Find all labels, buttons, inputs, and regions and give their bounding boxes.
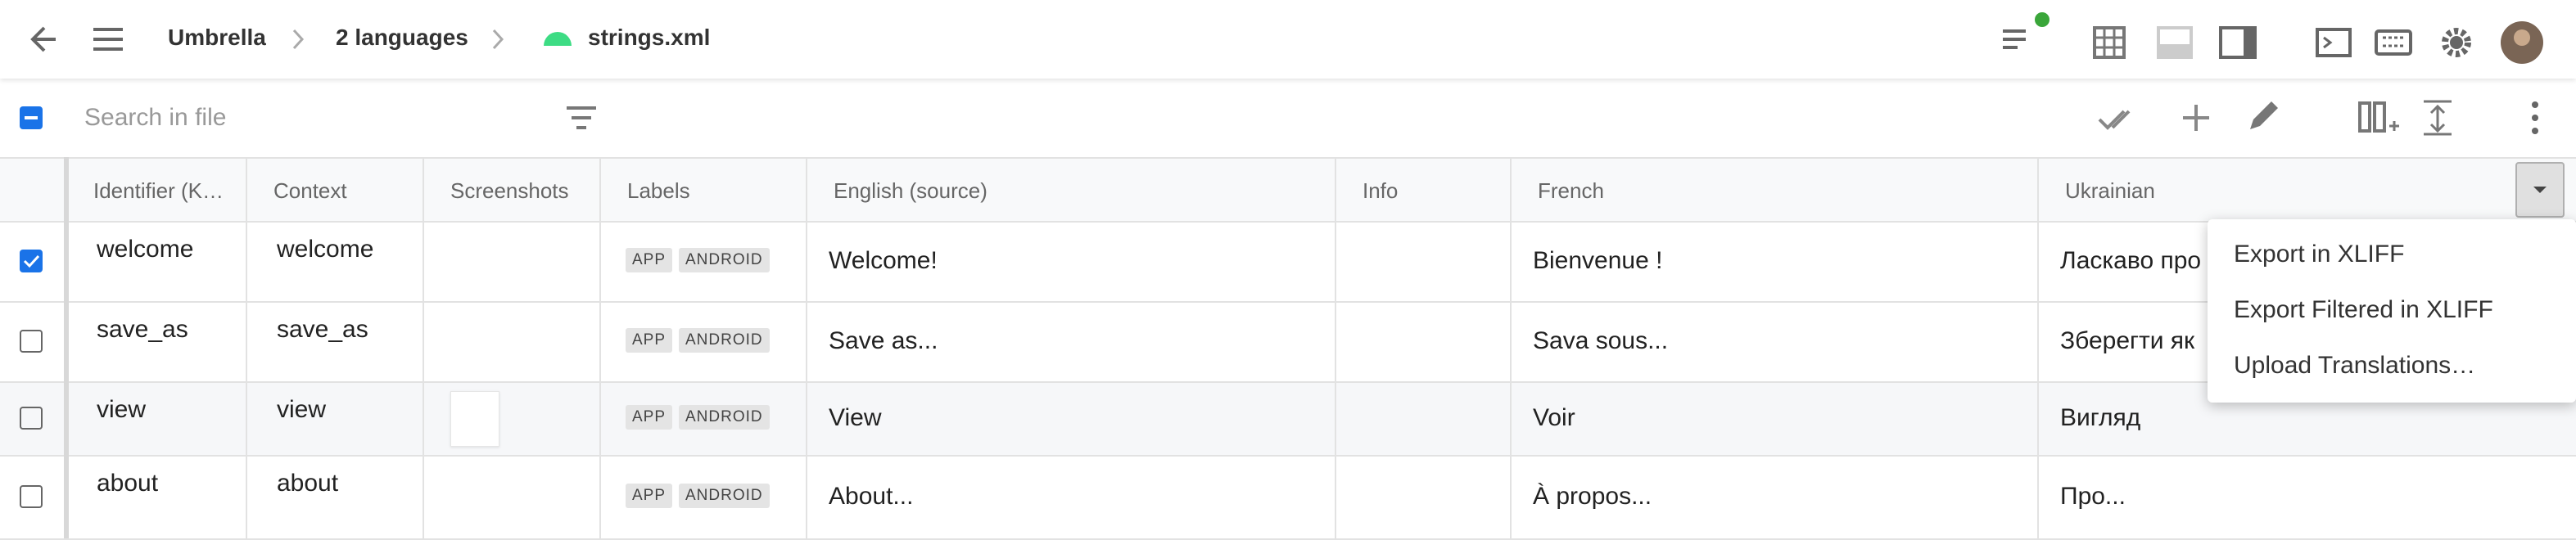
- cell-context[interactable]: about: [277, 470, 339, 497]
- label-chip: APP: [626, 248, 673, 272]
- cell-french[interactable]: Sava sous...: [1533, 327, 1669, 354]
- hline: [0, 157, 2576, 159]
- column-header: Screenshots: [450, 178, 569, 203]
- app-bar-actions[interactable]: [1998, 11, 2571, 69]
- header-row: [0, 157, 2576, 221]
- row-checkbox[interactable]: [20, 250, 43, 272]
- menu-item[interactable]: Export Filtered in XLIFF: [2234, 296, 2493, 323]
- screenshot-thumbnail[interactable]: [450, 391, 499, 447]
- search-input[interactable]: Search in file: [84, 104, 227, 131]
- separator: [492, 29, 504, 50]
- column-header: Ukrainian: [2065, 178, 2155, 203]
- column-divider: [1335, 157, 1336, 538]
- column-header: Info: [1363, 178, 1399, 203]
- row-divider: [0, 455, 2576, 457]
- breadcrumb[interactable]: 2 languages: [336, 25, 468, 50]
- cell-english[interactable]: Save as...: [829, 327, 938, 354]
- row-divider: [0, 301, 2576, 303]
- row-divider: [0, 381, 2576, 383]
- column-divider: [423, 157, 424, 538]
- frozen-divider: [64, 157, 69, 538]
- column-header: Context: [273, 178, 347, 203]
- cell-ukrainian[interactable]: Про...: [2060, 483, 2126, 510]
- menu-button[interactable]: [92, 25, 124, 54]
- column-header: French: [1538, 178, 1604, 203]
- android-icon: [544, 32, 572, 46]
- cell-ukrainian[interactable]: Ласкаво про: [2060, 247, 2202, 274]
- column-divider: [2037, 157, 2039, 538]
- table: Identifier (K… Context Screenshots Labels En…: [0, 157, 2576, 540]
- cell-ukrainian[interactable]: Вигляд: [2060, 404, 2141, 431]
- breadcrumb[interactable]: Umbrella: [168, 25, 266, 50]
- cell-english[interactable]: About...: [829, 483, 914, 510]
- select-all-checkbox[interactable]: [20, 106, 43, 129]
- cell-identifier[interactable]: about: [97, 470, 159, 497]
- column-header: English (source): [834, 178, 987, 203]
- cell-french[interactable]: Bienvenue !: [1533, 247, 1663, 274]
- cell-french[interactable]: À propos...: [1533, 483, 1652, 510]
- dropdown-menu: [2208, 219, 2576, 403]
- row-bg: [0, 381, 2576, 455]
- cell-identifier[interactable]: welcome: [97, 236, 194, 263]
- cell-identifier[interactable]: view: [97, 396, 147, 423]
- label-chip: ANDROID: [679, 248, 770, 272]
- filter-button[interactable]: [565, 105, 598, 131]
- column-header: Labels: [627, 178, 690, 203]
- column-divider: [599, 157, 601, 538]
- cell-ukrainian[interactable]: Зберегти як: [2060, 327, 2195, 354]
- label-chip: APP: [626, 328, 673, 353]
- separator: [292, 29, 305, 50]
- column-divider: [806, 157, 807, 538]
- row-checkbox[interactable]: [20, 407, 43, 430]
- cell-context[interactable]: welcome: [277, 236, 374, 263]
- menu-item[interactable]: Upload Translations…: [2234, 352, 2476, 379]
- toolbar-actions[interactable]: [2096, 97, 2571, 139]
- column-header: Identifier (K…: [93, 178, 224, 203]
- cell-english[interactable]: Welcome!: [829, 247, 938, 274]
- row-divider: [0, 221, 2576, 223]
- cell-english[interactable]: View: [829, 404, 882, 431]
- row-checkbox[interactable]: [20, 485, 43, 508]
- cell-identifier[interactable]: save_as: [97, 316, 188, 343]
- label-chip: ANDROID: [679, 405, 770, 430]
- column-menu-button[interactable]: [2515, 162, 2565, 218]
- column-divider: [1510, 157, 1512, 538]
- breadcrumb[interactable]: strings.xml: [588, 25, 711, 50]
- cell-french[interactable]: Voir: [1533, 404, 1575, 431]
- label-chip: APP: [626, 484, 673, 508]
- back-button[interactable]: [28, 23, 61, 56]
- cell-context[interactable]: save_as: [277, 316, 368, 343]
- label-chip: ANDROID: [679, 328, 770, 353]
- app-bar: [0, 0, 2576, 79]
- column-divider: [246, 157, 247, 538]
- row-checkbox[interactable]: [20, 330, 43, 353]
- cell-context[interactable]: view: [277, 396, 327, 423]
- label-chip: ANDROID: [679, 484, 770, 508]
- menu-item[interactable]: Export in XLIFF: [2234, 241, 2405, 268]
- label-chip: APP: [626, 405, 673, 430]
